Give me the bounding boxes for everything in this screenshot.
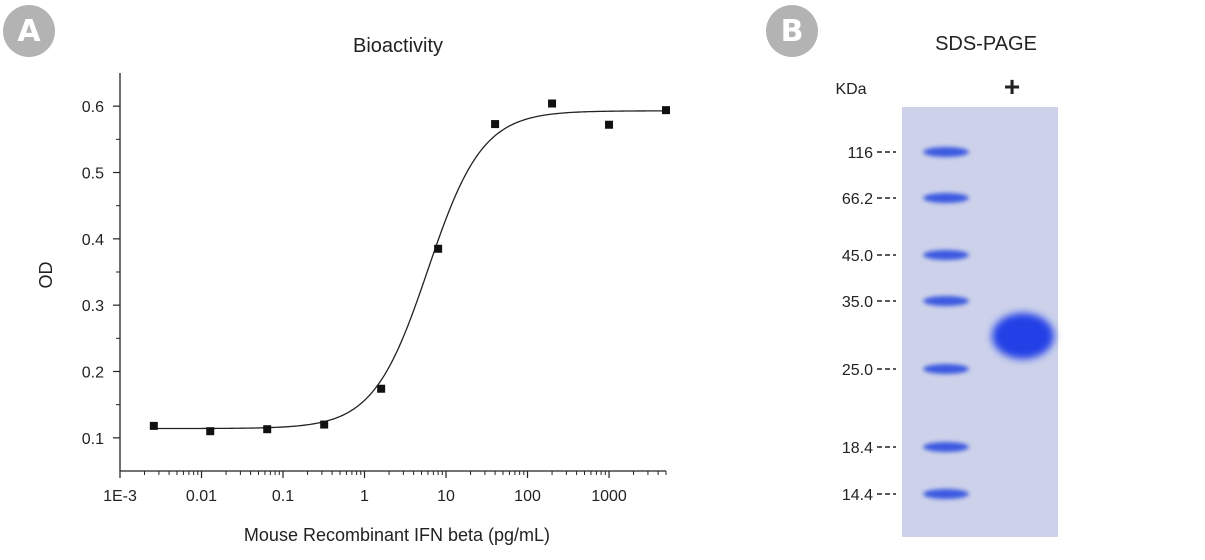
data-point — [377, 384, 386, 393]
panel-b-badge: B — [766, 5, 818, 57]
x-axis-label: Mouse Recombinant IFN beta (pg/mL) — [244, 525, 550, 545]
x-tick-label: 0.1 — [272, 488, 294, 505]
ladder-band — [923, 147, 969, 157]
gel-lane-label: + — [1004, 71, 1020, 102]
x-tick-label: 10 — [437, 488, 455, 505]
gel-marker-label: 35.0 — [842, 294, 873, 311]
x-tick-label: 1000 — [591, 488, 627, 505]
chart-axes — [119, 73, 666, 472]
y-axis-label: OD — [36, 261, 56, 288]
y-tick-label: 0.4 — [82, 232, 104, 249]
data-point — [206, 427, 215, 436]
gel-marker-label: 18.4 — [842, 440, 873, 457]
y-tick-label: 0.3 — [82, 298, 104, 315]
ladder-band — [923, 489, 969, 499]
gel-title: SDS-PAGE — [935, 33, 1037, 55]
gel-marker-group: 116 66.2 45.0 35.0 25.0 18.4 14.4 — [842, 145, 969, 504]
ladder-band — [923, 193, 969, 203]
data-points — [149, 99, 670, 436]
ladder-band — [923, 364, 969, 374]
chart-title: Bioactivity — [353, 35, 443, 57]
data-point — [263, 425, 272, 434]
y-tick-label: 0.5 — [82, 166, 104, 183]
x-tick-label: 100 — [514, 488, 541, 505]
sample-band — [992, 313, 1054, 359]
x-tick-group: 1E-3 0.01 0.1 1 10 100 1000 — [103, 471, 667, 505]
data-point — [605, 120, 614, 129]
ladder-band — [923, 250, 969, 260]
x-tick-label: 1E-3 — [103, 488, 137, 505]
gel-marker-label: 66.2 — [842, 191, 873, 208]
x-tick-label: 1 — [360, 488, 369, 505]
ladder-band — [923, 296, 969, 306]
gel-marker-label: 14.4 — [842, 487, 873, 504]
y-tick-label: 0.1 — [82, 431, 104, 448]
gel-marker-label: 45.0 — [842, 248, 873, 265]
data-point — [662, 106, 670, 115]
data-point — [491, 120, 500, 129]
data-point — [320, 420, 329, 429]
gel-marker-label: 25.0 — [842, 362, 873, 379]
fit-curve — [153, 110, 666, 430]
panel-a-badge: A — [3, 5, 55, 57]
y-tick-label: 0.6 — [82, 99, 104, 116]
x-tick-label: 0.01 — [186, 488, 217, 505]
data-point — [434, 244, 443, 253]
gel-marker-label: 116 — [847, 145, 873, 162]
data-point — [149, 421, 158, 430]
gel-unit-label: KDa — [835, 81, 866, 98]
ladder-band — [923, 442, 969, 452]
y-tick-group: 0.1 0.2 0.3 0.4 0.5 0.6 — [82, 99, 120, 448]
y-tick-label: 0.2 — [82, 365, 104, 382]
data-point — [548, 99, 557, 108]
